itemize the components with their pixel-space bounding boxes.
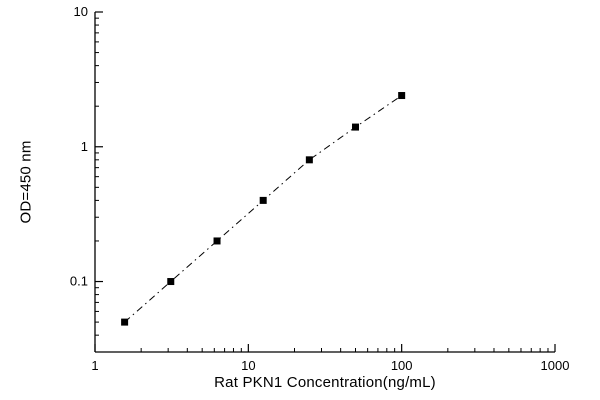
data-point-marker — [167, 278, 175, 286]
data-point-marker — [352, 123, 360, 131]
data-point-marker — [305, 156, 313, 164]
x-tick-label: 10 — [241, 358, 255, 373]
data-point-marker — [213, 237, 221, 245]
y-tick-label: 0.1 — [70, 274, 88, 289]
x-tick-label: 1000 — [541, 358, 570, 373]
x-tick-label: 1 — [91, 358, 98, 373]
y-tick-label: 1 — [81, 139, 88, 154]
x-axis-title: Rat PKN1 Concentration(ng/mL) — [214, 374, 436, 391]
y-axis-title: OD=450 nm — [17, 140, 35, 224]
data-point-marker — [121, 318, 129, 326]
data-point-marker — [398, 92, 406, 100]
y-tick-label: 10 — [74, 4, 88, 19]
data-point-marker — [259, 196, 267, 204]
x-tick-label: 100 — [391, 358, 413, 373]
series-line — [124, 95, 402, 323]
